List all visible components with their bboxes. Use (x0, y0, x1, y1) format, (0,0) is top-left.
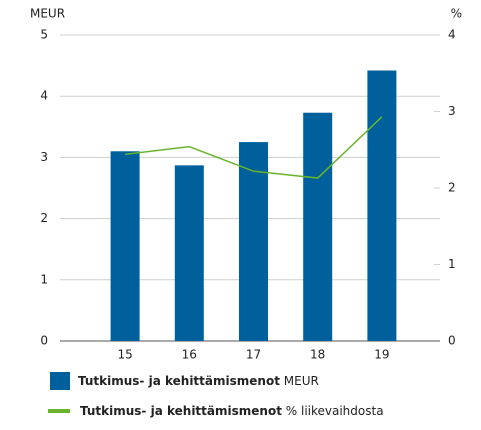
y-tick-label: 2 (40, 211, 48, 225)
y2-tick-label: 3 (448, 104, 456, 118)
bar (239, 142, 268, 341)
y-axis-label: MEUR (30, 7, 65, 21)
bar (367, 70, 397, 341)
bar (110, 151, 140, 341)
x-tick-label: 17 (246, 348, 261, 362)
x-tick-label: 19 (374, 348, 389, 362)
y2-tick-label: 4 (448, 28, 456, 42)
y-tick-label: 5 (40, 28, 48, 42)
legend-name: Tutkimus- ja kehittämismenot (80, 404, 282, 418)
y2-tick-label: 1 (448, 257, 456, 271)
bar (303, 112, 333, 341)
legend-name: Tutkimus- ja kehittämismenot (78, 374, 280, 388)
x-tick-label: 15 (117, 348, 132, 362)
y-tick-label: 0 (40, 334, 48, 348)
y2-tick-label: 2 (448, 181, 456, 195)
legend-entry: Tutkimus- ja kehittämismenot MEUR (78, 374, 319, 388)
legend-entry: Tutkimus- ja kehittämismenot % liikevaih… (80, 404, 384, 418)
legend-suffix: MEUR (284, 374, 319, 388)
x-tick-label: 18 (310, 348, 325, 362)
y-tick-label: 3 (40, 150, 48, 164)
legend-swatch (50, 372, 70, 390)
y2-tick-label: 0 (448, 334, 456, 348)
legend-suffix: % liikevaihdosta (286, 404, 384, 418)
y-tick-label: 1 (40, 272, 48, 286)
bar (174, 165, 204, 341)
line (125, 116, 383, 179)
y-tick-label: 4 (40, 89, 48, 103)
y2-axis-label: % (451, 7, 462, 21)
x-tick-label: 16 (182, 348, 197, 362)
